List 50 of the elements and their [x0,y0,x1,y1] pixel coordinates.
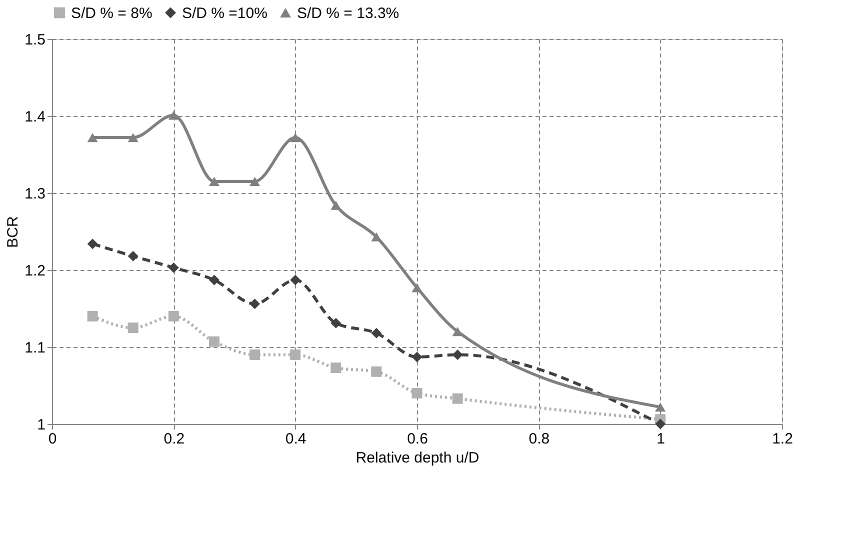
point [330,362,342,374]
x-tick-label: 1 [656,430,666,448]
y-tick-label: 1.1 [24,340,46,356]
point [290,133,301,142]
point [290,274,301,286]
legend-label: S/D % = 8% [71,4,152,22]
x-tick-label: 0 [48,430,57,448]
point [250,298,260,310]
point [168,110,179,120]
point [371,328,382,338]
point [168,262,179,273]
point [128,322,138,333]
point [250,176,260,186]
legend-label: S/D % =10% [182,4,268,22]
x-tick-label: 0.4 [285,430,306,448]
point [452,327,463,336]
x-axis-title: Relative depth u/D [356,450,480,466]
point [452,349,463,360]
point [371,366,382,377]
point [655,418,666,430]
point [290,349,301,360]
x-tick-label: 0.8 [528,430,550,448]
point [412,283,422,292]
point [655,402,666,412]
point [452,393,463,404]
point [128,250,138,262]
point [330,200,342,210]
legend-label: S/D % = 13.3% [297,4,400,22]
point [412,388,422,398]
y-tick-label: 1.2 [24,262,46,280]
y-tick-label: 1 [37,416,46,434]
point [412,352,422,362]
point [168,310,179,322]
y-tick-label: 1.4 [24,108,46,126]
x-tick-label: 0.2 [164,430,185,448]
y-tick-label: 1.5 [24,32,46,48]
point [209,176,220,186]
x-tick-label: 1.2 [772,430,793,448]
point [128,133,138,142]
y-tick-label: 1.3 [24,186,46,202]
point [87,310,98,322]
point [250,349,260,360]
point [330,318,342,328]
point [209,274,220,286]
y-axis-title: BCR [4,216,22,248]
x-tick-label: 0.6 [407,430,428,448]
point [371,232,382,242]
point [87,238,98,250]
point [209,336,220,347]
point [87,133,98,142]
